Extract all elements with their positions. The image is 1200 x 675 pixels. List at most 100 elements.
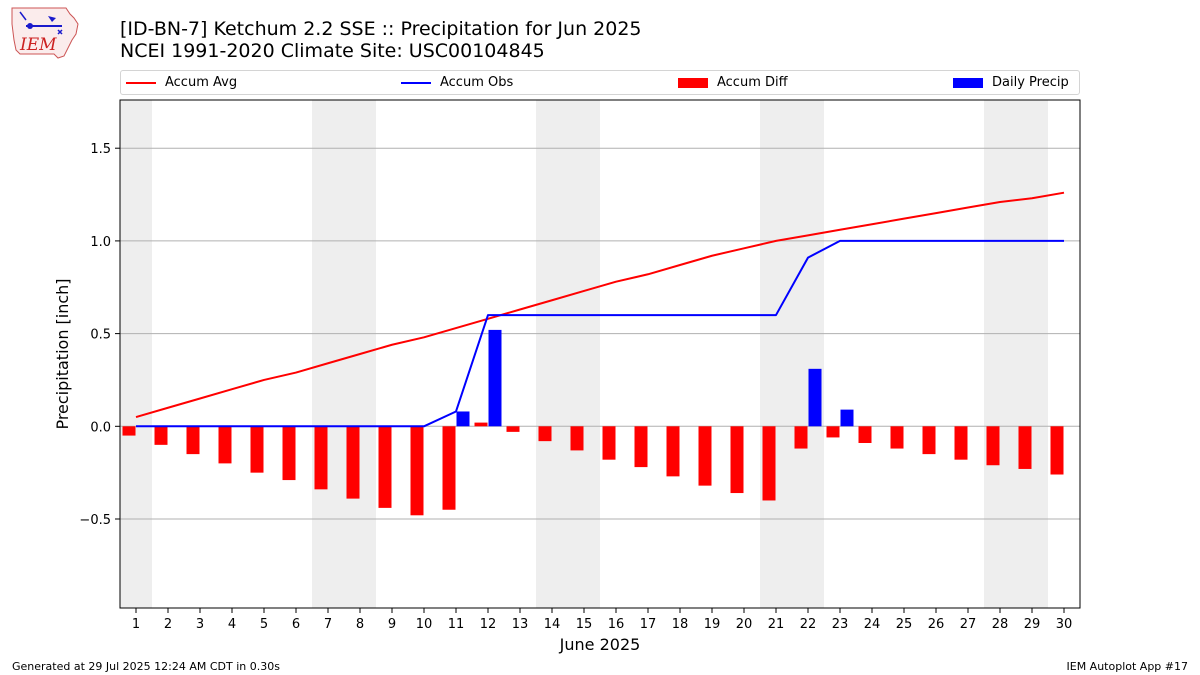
weekend-band (536, 100, 568, 608)
x-axis-label: June 2025 (559, 635, 641, 654)
y-tick-label: 1.0 (90, 235, 111, 250)
weekend-band (568, 100, 600, 608)
x-tick-label: 7 (324, 617, 332, 632)
accum-diff-bar (1050, 426, 1064, 475)
chart-title: [ID-BN-7] Ketchum 2.2 SSE :: Precipitati… (120, 18, 642, 40)
legend-item-accum-obs: Accum Obs (401, 71, 513, 94)
y-axis-label: Precipitation [inch] (53, 278, 72, 429)
x-tick-label: 12 (480, 617, 497, 632)
x-tick-label: 21 (768, 617, 785, 632)
weekend-band (984, 100, 1016, 608)
accum-diff-bar (154, 426, 168, 445)
x-tick-label: 23 (832, 617, 849, 632)
footer-generated: Generated at 29 Jul 2025 12:24 AM CDT in… (12, 660, 280, 673)
accum-diff-bar (666, 426, 680, 477)
accum-diff-bar (986, 426, 1000, 466)
x-tick-label: 26 (928, 617, 945, 632)
legend: Accum Avg Accum Obs Accum Diff Daily Pre… (120, 70, 1080, 95)
accum-diff-bar (538, 426, 552, 442)
plot-frame (119, 99, 1081, 609)
x-tick-label: 13 (512, 617, 529, 632)
accum-diff-bar (506, 426, 520, 432)
accum-diff-bar (378, 426, 392, 508)
accum-diff-bar (634, 426, 648, 468)
legend-label-accum-diff: Accum Diff (717, 75, 788, 90)
accum-diff-bar (954, 426, 968, 460)
accum-diff-bar (570, 426, 584, 451)
x-tick-label: 17 (640, 617, 657, 632)
legend-item-daily-precip: Daily Precip (953, 71, 1069, 94)
x-tick-label: 24 (864, 617, 881, 632)
accum-diff-bar (250, 426, 264, 473)
legend-label-daily-precip: Daily Precip (992, 75, 1069, 90)
logo-text: IEM (19, 35, 57, 55)
weekend-band (1016, 100, 1048, 608)
accum-diff-bar (698, 426, 712, 486)
daily-precip-bar (488, 329, 502, 427)
accum-avg-line (135, 191, 1065, 418)
legend-swatch-accum-diff (678, 77, 708, 88)
x-tick-label: 4 (228, 617, 236, 632)
x-tick-label: 11 (448, 617, 465, 632)
legend-item-accum-diff: Accum Diff (678, 71, 788, 94)
accum-diff-bar (730, 426, 744, 494)
x-tick-label: 1 (132, 617, 140, 632)
daily-precip-bar (456, 411, 470, 427)
legend-swatch-accum-obs (401, 81, 431, 84)
accum-diff-bar (1018, 426, 1032, 469)
x-tick-label: 2 (164, 617, 172, 632)
accum-diff-bar (314, 426, 328, 490)
x-tick-label: 29 (1024, 617, 1041, 632)
accum-diff-bar (826, 426, 840, 438)
x-tick-label: 10 (416, 617, 433, 632)
y-tick-label: −0.5 (79, 513, 111, 528)
weekend-band (120, 100, 152, 608)
accum-diff-bar (410, 426, 424, 516)
legend-swatch-accum-avg (126, 81, 156, 84)
legend-label-accum-avg: Accum Avg (165, 75, 238, 90)
x-tick-label: 6 (292, 617, 300, 632)
x-tick-label: 18 (672, 617, 689, 632)
accum-diff-bar (922, 426, 936, 455)
accum-diff-bar (346, 426, 360, 499)
x-tick-label: 30 (1056, 617, 1073, 632)
weekend-band (312, 100, 344, 608)
accum-obs-line (136, 239, 1064, 428)
x-tick-label: 3 (196, 617, 204, 632)
accum-diff-bar (762, 426, 776, 501)
x-tick-label: 28 (992, 617, 1009, 632)
x-tick-label: 5 (260, 617, 268, 632)
x-tick-label: 16 (608, 617, 625, 632)
accum-diff-bar (890, 426, 904, 449)
accum-diff-bar (282, 426, 296, 481)
x-tick-label: 9 (388, 617, 396, 632)
accum-diff-bar (218, 426, 232, 464)
x-tick-label: 15 (576, 617, 593, 632)
legend-swatch-daily-precip (953, 77, 983, 88)
accum-diff-bar (122, 426, 136, 436)
x-tick-label: 14 (544, 617, 561, 632)
legend-item-accum-avg: Accum Avg (126, 71, 237, 94)
chart-subtitle: NCEI 1991-2020 Climate Site: USC00104845 (120, 40, 545, 62)
footer-app-id: IEM Autoplot App #17 (1066, 660, 1189, 673)
x-tick-label: 27 (960, 617, 977, 632)
y-tick-label: 0.0 (90, 420, 111, 435)
daily-precip-bar (840, 409, 854, 427)
x-tick-label: 8 (356, 617, 364, 632)
legend-label-accum-obs: Accum Obs (440, 75, 514, 90)
iem-logo: IEM (6, 4, 82, 60)
accum-diff-bar (474, 422, 488, 427)
x-tick-label: 19 (704, 617, 721, 632)
accum-diff-bar (186, 426, 200, 455)
weekend-band (792, 100, 824, 608)
daily-precip-bar (808, 368, 822, 427)
x-tick-label: 20 (736, 617, 753, 632)
x-tick-label: 22 (800, 617, 817, 632)
y-tick-label: 1.5 (90, 142, 111, 157)
accum-diff-bar (858, 426, 872, 443)
accum-diff-bar (442, 426, 456, 510)
accum-diff-bar (794, 426, 808, 449)
weekend-band (760, 100, 792, 608)
x-tick-label: 25 (896, 617, 913, 632)
